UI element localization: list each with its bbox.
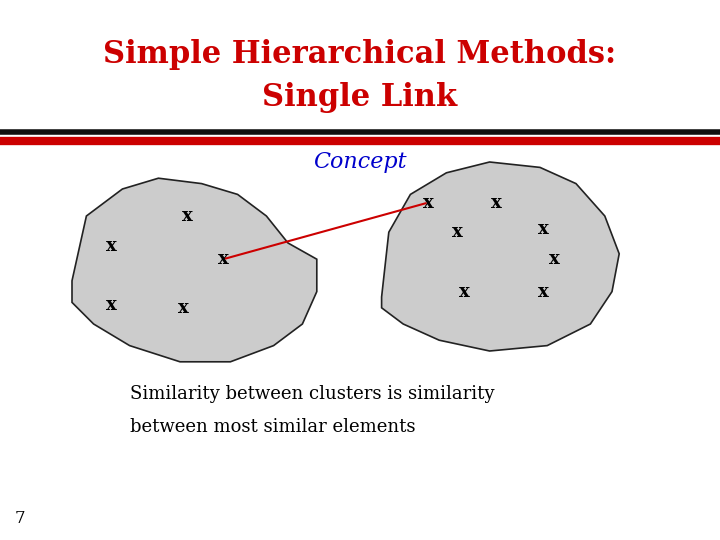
Text: x: x [423,193,433,212]
Text: x: x [459,282,469,301]
Text: x: x [179,299,189,317]
Text: x: x [452,223,462,241]
Text: x: x [549,250,559,268]
Text: x: x [182,207,192,225]
Text: x: x [107,237,117,255]
Text: x: x [107,296,117,314]
Text: Similarity between clusters is similarity: Similarity between clusters is similarit… [130,385,494,403]
Text: x: x [539,220,549,239]
Text: x: x [492,193,502,212]
Polygon shape [72,178,317,362]
Text: 7: 7 [14,510,25,527]
Polygon shape [382,162,619,351]
Text: x: x [539,282,549,301]
Text: Concept: Concept [313,151,407,173]
Text: Simple Hierarchical Methods:: Simple Hierarchical Methods: [104,38,616,70]
Text: between most similar elements: between most similar elements [130,417,415,436]
Text: Single Link: Single Link [262,82,458,113]
Text: x: x [218,250,228,268]
